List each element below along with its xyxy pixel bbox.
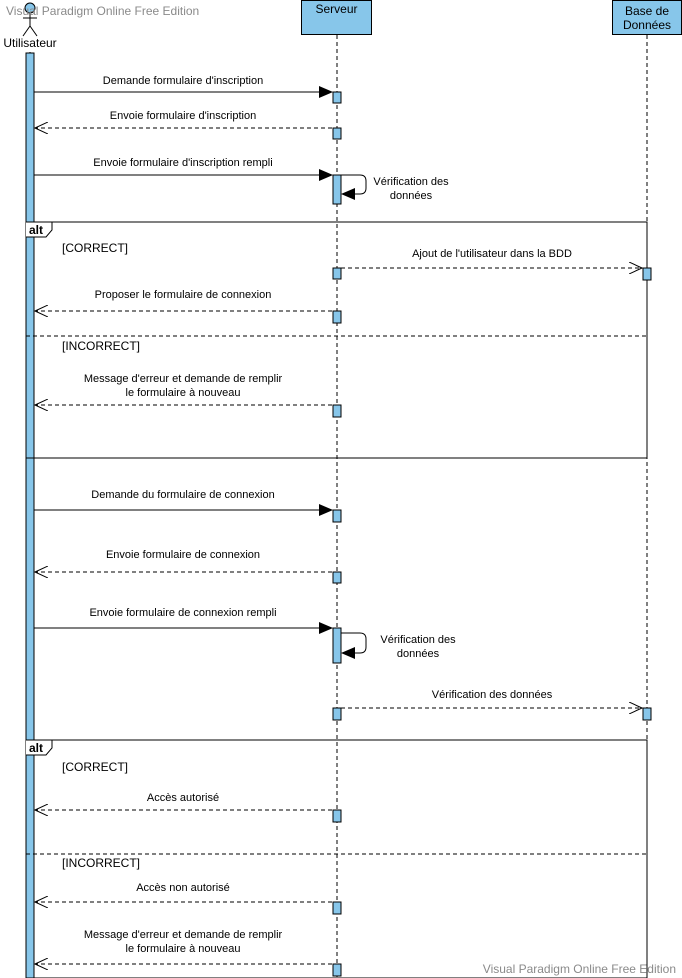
watermark-bottom: Visual Paradigm Online Free Edition (482, 962, 676, 976)
alt-fragment-2 (25, 739, 648, 978)
activations-db (642, 267, 652, 721)
message-label: Message d'erreur et demande de remplir l… (83, 373, 283, 399)
alt-label-2: alt (29, 741, 44, 755)
alt-fragment-1 (25, 221, 648, 459)
participant-server[interactable]: Serveur (301, 0, 372, 35)
message-label: Envoie formulaire d'inscription rempli (93, 157, 273, 169)
message-label: Proposer le formulaire de connexion (94, 289, 272, 301)
message-label: Envoie formulaire de connexion rempli (89, 607, 277, 619)
message-label: Demande formulaire d'inscription (102, 75, 264, 87)
activations-server (332, 91, 342, 977)
message-label: Accès non autorisé (136, 882, 230, 894)
message-label: Demande du formulaire de connexion (91, 489, 275, 501)
participant-db[interactable]: Base de Données (612, 0, 682, 35)
self-message-label: Vérification des données (380, 634, 456, 660)
message-label: Envoie formulaire d'inscription (109, 110, 257, 122)
message-arrows (34, 86, 642, 964)
message-label: Envoie formulaire de connexion (105, 549, 261, 561)
guard-incorrect-1: [INCORRECT] (62, 339, 140, 353)
message-label: Message d'erreur et demande de remplir l… (83, 929, 283, 955)
self-message-label: Vérification des données (373, 176, 449, 202)
guard-correct-2: [CORRECT] (62, 760, 128, 774)
watermark-top: Visual Paradigm Online Free Edition (6, 4, 200, 18)
message-label: Ajout de l'utilisateur dans la BDD (412, 248, 572, 260)
participant-server-label: Serveur (315, 1, 358, 16)
message-label: Vérification des données (431, 689, 553, 701)
activation-user (25, 52, 35, 978)
message-label: Accès autorisé (146, 792, 220, 804)
actor-user-label: Utilisateur (3, 36, 57, 50)
participant-db-label: Base de Données (622, 3, 672, 32)
guard-correct-1: [CORRECT] (62, 241, 128, 255)
guard-incorrect-2: [INCORRECT] (62, 856, 140, 870)
actor-icon (22, 2, 38, 37)
alt-label-1: alt (29, 223, 44, 237)
